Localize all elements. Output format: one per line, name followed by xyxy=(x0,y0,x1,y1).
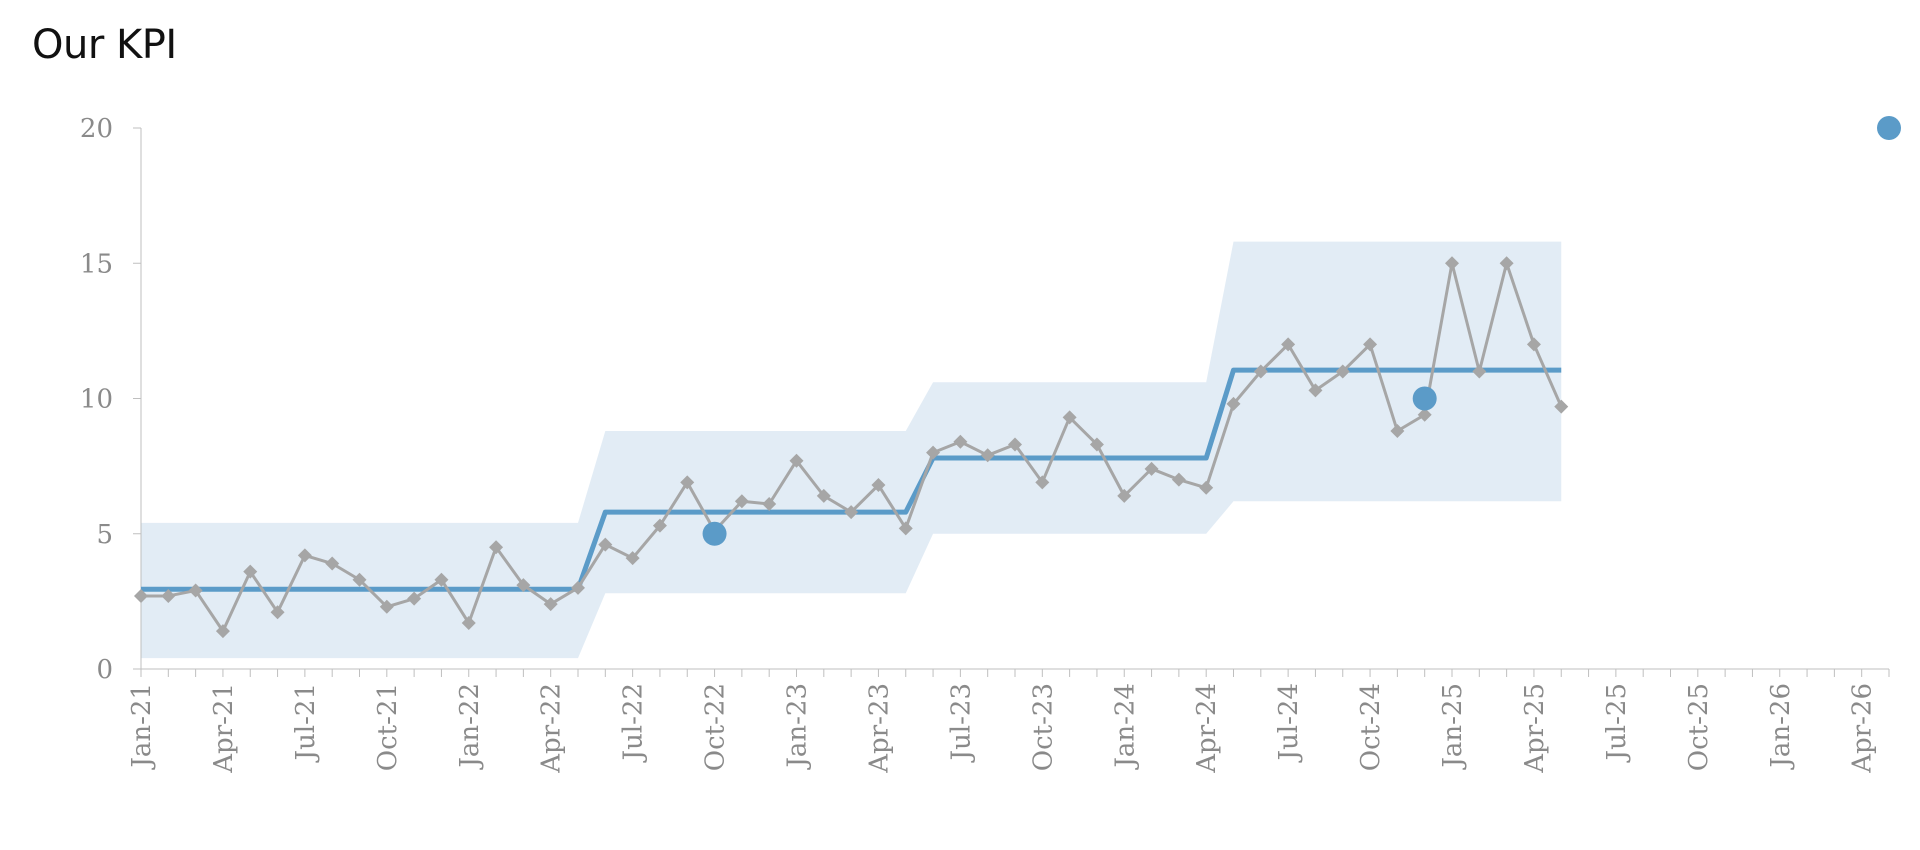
data-point xyxy=(1089,437,1104,452)
data-point xyxy=(598,537,613,552)
x-tick-label: Jan-21 xyxy=(127,683,157,771)
data-point xyxy=(816,488,831,503)
x-tick-label: Oct-25 xyxy=(1684,683,1714,771)
data-point xyxy=(543,597,558,612)
axis-layer xyxy=(133,127,1890,677)
data-point xyxy=(734,494,749,509)
data-point xyxy=(1526,337,1541,352)
data-point xyxy=(1445,256,1459,271)
x-tick-label: Apr-26 xyxy=(1848,683,1878,774)
data-point xyxy=(980,448,995,463)
data-point xyxy=(871,478,886,493)
x-tick-label: Apr-25 xyxy=(1520,683,1550,774)
data-point xyxy=(898,521,913,536)
y-tick-label: 20 xyxy=(80,114,113,144)
x-tick-label: Oct-24 xyxy=(1356,683,1386,771)
x-tick-label: Apr-24 xyxy=(1192,683,1222,774)
data-point xyxy=(1554,399,1569,414)
data-point xyxy=(571,580,585,595)
x-tick-label: Jan-24 xyxy=(1110,683,1140,771)
x-tick-label: Jul-25 xyxy=(1602,683,1632,763)
x-tick-label: Jan-23 xyxy=(783,683,813,771)
x-tick-label: Oct-23 xyxy=(1028,683,1058,771)
data-point xyxy=(1308,383,1323,398)
data-point xyxy=(379,599,394,614)
data-point xyxy=(325,556,340,571)
data-point xyxy=(489,540,504,555)
data-point xyxy=(1117,488,1132,503)
data-point xyxy=(1226,396,1241,411)
annotation-marker xyxy=(1412,386,1437,411)
x-tick-label: Jul-21 xyxy=(291,683,321,763)
x-tick-label: Jul-22 xyxy=(619,683,649,763)
x-tick-label: Apr-23 xyxy=(864,683,894,774)
annotation-marker xyxy=(1877,116,1901,140)
data-point xyxy=(926,445,941,460)
data-point xyxy=(1062,410,1077,425)
data-point xyxy=(1472,364,1487,379)
data-point xyxy=(625,551,640,566)
chart-title: Our KPI xyxy=(32,22,177,68)
data-point xyxy=(407,591,422,606)
data-point xyxy=(789,453,804,468)
data-point xyxy=(297,548,312,563)
data-point xyxy=(1199,480,1214,495)
data-point xyxy=(516,578,531,593)
mean-line xyxy=(141,367,1562,592)
annotation-marker xyxy=(702,521,727,546)
data-point xyxy=(1035,475,1050,490)
x-tick-label: Oct-21 xyxy=(373,683,403,771)
data-point xyxy=(1417,407,1432,422)
control-band xyxy=(141,241,1562,659)
data-point xyxy=(680,475,695,490)
control-band-layer xyxy=(141,241,1562,659)
data-point xyxy=(134,588,148,603)
point-layer xyxy=(134,116,1901,639)
data-point xyxy=(188,583,203,598)
data-point xyxy=(434,572,449,587)
y-tick-label: 15 xyxy=(80,249,113,279)
data-point xyxy=(1144,461,1159,476)
data-point xyxy=(352,572,367,587)
data-point xyxy=(161,588,176,603)
x-tick-label: Jan-22 xyxy=(455,683,485,771)
data-point xyxy=(953,434,968,449)
y-tick-label: 5 xyxy=(96,520,113,550)
data-point xyxy=(652,518,667,533)
data-point xyxy=(1335,364,1350,379)
y-tick-label: 0 xyxy=(96,655,113,685)
data-point xyxy=(1363,337,1378,352)
data-point xyxy=(215,624,230,639)
data-point xyxy=(461,616,476,631)
data-point xyxy=(243,564,258,579)
data-point xyxy=(1281,337,1296,352)
x-tick-label: Oct-22 xyxy=(701,683,731,771)
y-tick-label: 10 xyxy=(80,385,113,415)
tick-label-layer: 0 5 10 15 20 Jan-21 Apr-21 Jul-21 Oct-21 Jan-22 Ap… xyxy=(80,114,1878,774)
data-point xyxy=(1390,423,1405,438)
x-tick-label: Jul-24 xyxy=(1274,683,1304,763)
data-point xyxy=(270,605,285,620)
data-point xyxy=(1008,437,1022,452)
data-point xyxy=(1499,256,1514,271)
x-tick-label: Apr-21 xyxy=(209,683,239,774)
data-point xyxy=(762,496,777,511)
data-point xyxy=(844,505,859,520)
x-tick-label: Jan-25 xyxy=(1438,683,1468,771)
data-point xyxy=(1171,472,1186,487)
x-tick-label: Apr-22 xyxy=(537,683,567,774)
x-tick-label: Jan-26 xyxy=(1766,683,1796,771)
x-tick-label: Jul-23 xyxy=(946,683,976,763)
data-point xyxy=(1253,364,1268,379)
